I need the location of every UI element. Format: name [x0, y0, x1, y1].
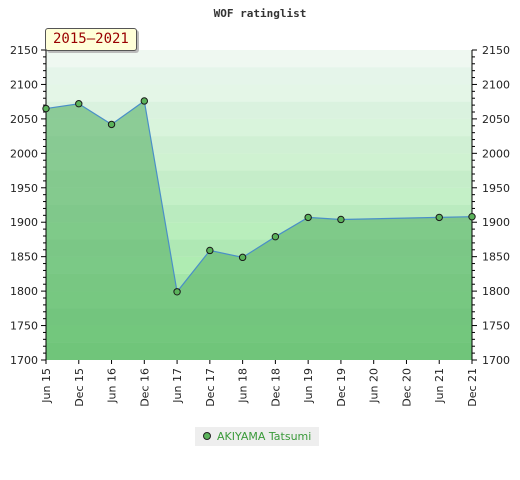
x-tick-label: Dec 18 — [269, 368, 282, 407]
x-tick-label: Dec 20 — [400, 368, 413, 407]
y-tick-label-right: 1900 — [482, 216, 510, 229]
data-point — [140, 97, 149, 105]
y-tick-label-left: 1900 — [10, 216, 38, 229]
x-tick-label: Jun 18 — [237, 368, 250, 404]
x-tick-label: Jun 15 — [40, 368, 53, 404]
series-area — [46, 100, 472, 360]
data-point — [75, 100, 83, 108]
background-band — [46, 101, 472, 119]
y-tick-label-left: 1950 — [10, 182, 38, 195]
data-point — [435, 213, 443, 222]
y-tick-label-right: 1950 — [482, 182, 510, 195]
background-band — [46, 67, 472, 85]
y-tick-label-left: 2150 — [10, 44, 38, 57]
x-tick-label: Jun 20 — [368, 368, 381, 404]
y-tick-label-left: 2000 — [10, 147, 38, 160]
x-tick-label: Dec 21 — [466, 368, 479, 407]
marker-layer — [42, 97, 476, 296]
y-tick-label-right: 1750 — [482, 320, 510, 333]
y-tick-label-right: 2050 — [482, 113, 510, 126]
legend-marker — [203, 432, 211, 440]
data-point — [206, 246, 214, 255]
x-tick-label: Dec 15 — [73, 368, 86, 407]
y-tick-label-left: 2050 — [10, 113, 38, 126]
data-point — [468, 213, 476, 221]
x-tick-label: Dec 19 — [335, 368, 348, 407]
y-tick-label-right: 1850 — [482, 251, 510, 264]
data-point — [42, 104, 50, 113]
data-point — [304, 213, 312, 222]
x-tick-label: Jun 19 — [302, 368, 315, 404]
area-layer — [46, 100, 472, 360]
y-tick-label-left: 2100 — [10, 78, 38, 91]
y-tick-label-left: 1800 — [10, 285, 38, 298]
background-band — [46, 118, 472, 137]
y-tick-label-right: 1800 — [482, 285, 510, 298]
y-tick-label-left: 1750 — [10, 320, 38, 333]
y-tick-label-right: 2150 — [482, 44, 510, 57]
legend[interactable]: AKIYAMA Tatsumi — [195, 427, 320, 446]
data-point — [107, 120, 116, 129]
x-tick-label: Dec 16 — [138, 368, 151, 407]
y-tick-label-left: 1850 — [10, 251, 38, 264]
legend-series-name: AKIYAMA Tatsumi — [217, 430, 312, 443]
x-tick-label: Dec 17 — [204, 368, 217, 407]
y-tick-label-left: 1700 — [10, 354, 38, 367]
background-band — [46, 84, 472, 102]
x-tick-label: Jun 16 — [106, 368, 119, 404]
y-tick-label-right: 2000 — [482, 147, 510, 160]
data-point — [337, 215, 345, 224]
y-tick-label-right: 2100 — [482, 78, 510, 91]
x-tick-label: Jun 21 — [433, 368, 446, 404]
data-point — [173, 288, 181, 296]
x-tick-label: Jun 17 — [171, 368, 184, 404]
background-band — [46, 50, 472, 68]
series-line — [45, 99, 473, 294]
data-point — [238, 253, 247, 262]
data-point — [271, 232, 280, 241]
period-label: 2015—2021 — [45, 28, 137, 51]
axis-layer: 1700 1700 1750 1750 1800 1800 1850 1850 1900 1900… — [10, 44, 510, 407]
line-layer — [45, 99, 473, 294]
chart-title: WOF ratinglist — [214, 7, 307, 20]
y-tick-label-right: 1700 — [482, 354, 510, 367]
